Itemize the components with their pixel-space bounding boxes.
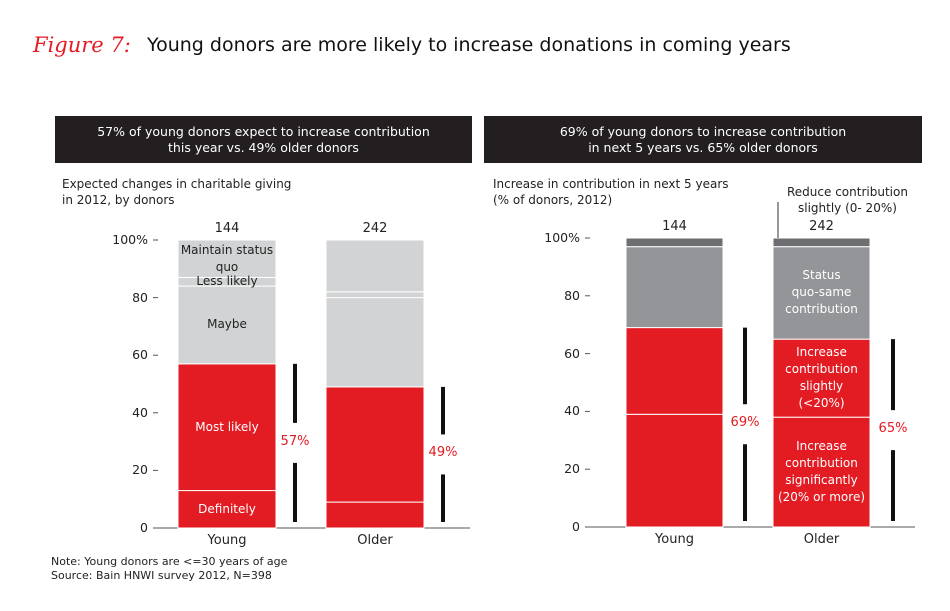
panel-header-bg — [484, 116, 922, 163]
segment-label: Less likely — [196, 274, 258, 289]
bar-segment — [625, 413, 724, 528]
x-tick-label: Young — [207, 533, 247, 548]
y-tick-label: 100% — [112, 232, 148, 247]
bar-segment — [772, 416, 871, 528]
panel-header: 69% of young donors to increase contribu… — [559, 124, 847, 155]
segment-label: Reduce contribution slightly (0- 20%) — [787, 185, 908, 215]
source: Source: Bain HNWI survey 2012, N=398 — [51, 569, 272, 582]
y-tick-label: 60 — [564, 345, 580, 361]
y-tick-label: 80 — [132, 289, 148, 305]
x-tick-label: Older — [357, 533, 393, 548]
bar-segment — [177, 239, 277, 278]
total-label: 65% — [878, 421, 908, 437]
y-tick-label: 60 — [132, 347, 148, 363]
y-tick-label: 80 — [564, 287, 580, 303]
bar-segment — [772, 246, 871, 340]
sample-size: 144 — [662, 219, 687, 234]
bar-segment — [177, 285, 277, 365]
bar-segment — [772, 237, 871, 248]
panel-header-bg — [55, 116, 472, 163]
total-label: 69% — [730, 415, 760, 431]
y-tick-label: 20 — [132, 462, 148, 478]
y-tick-label: 0 — [572, 519, 580, 534]
total-label: 57% — [280, 433, 310, 449]
segment-label: Maybe — [207, 317, 247, 332]
figure-label: Figure 7: — [33, 33, 131, 57]
segment-label: Most likely — [195, 419, 259, 434]
bar-segment — [772, 338, 871, 418]
segment-label: Maintain status quo — [180, 242, 274, 274]
panel-subtitle: Expected changes in charitable giving in… — [62, 177, 292, 207]
bar-segment — [325, 239, 425, 293]
figure-title: Young donors are more likely to increase… — [147, 34, 791, 56]
note: Note: Young donors are <=30 years of age — [51, 555, 288, 568]
bar-segment — [325, 386, 425, 503]
x-tick-label: Older — [803, 532, 840, 547]
bar-segment — [325, 297, 425, 388]
y-tick-label: 0 — [140, 520, 148, 535]
total-label: 49% — [428, 445, 458, 461]
y-tick-label: 40 — [132, 404, 148, 420]
bar-segment — [177, 363, 277, 492]
y-tick-label: 100% — [544, 230, 580, 245]
y-tick-label: 40 — [564, 403, 580, 419]
sample-size: 242 — [809, 219, 834, 234]
segment-label: Increase contribution slightly (<20%) — [785, 345, 858, 411]
sample-size: 242 — [362, 221, 388, 236]
y-tick-label: 20 — [564, 461, 580, 477]
sample-size: 144 — [214, 221, 240, 236]
x-tick-label: Young — [655, 532, 694, 547]
panel-subtitle: Increase in contribution in next 5 years… — [493, 177, 729, 207]
bar-segment — [625, 237, 724, 248]
segment-label: Definitely — [198, 501, 256, 516]
bar-segment — [325, 291, 425, 299]
bar-segment — [325, 501, 425, 529]
bar-segment — [625, 246, 724, 329]
segment-label: Status quo-same contribution — [785, 268, 858, 317]
bar-segment — [625, 327, 724, 415]
segment-label: Increase contribution significantly (20%… — [777, 439, 866, 505]
panel-header: 57% of young donors expect to increase c… — [97, 124, 430, 155]
